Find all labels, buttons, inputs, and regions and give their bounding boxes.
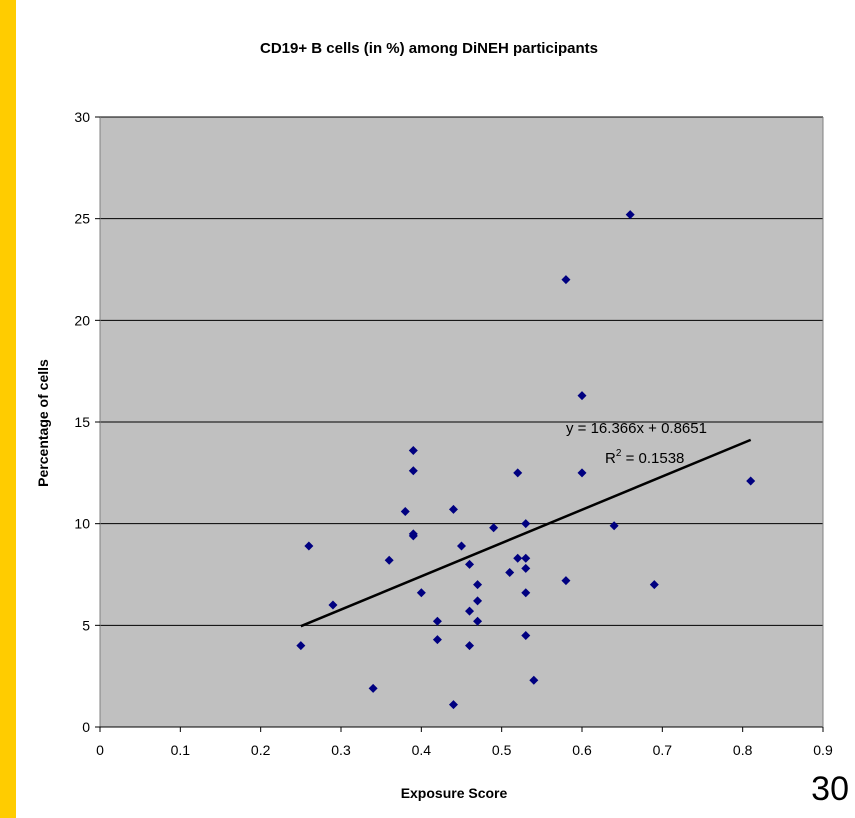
- chart-title: CD19+ B cells (in %) among DiNEH partici…: [260, 40, 598, 57]
- data-point: [513, 468, 523, 478]
- data-point: [448, 700, 458, 710]
- data-point: [649, 580, 659, 590]
- data-point: [489, 523, 499, 533]
- data-point: [473, 580, 483, 590]
- data-point: [521, 563, 531, 573]
- data-point: [473, 596, 483, 606]
- data-point: [561, 275, 571, 285]
- x-tick-label: 0.3: [331, 742, 351, 758]
- x-tick-label: 0.9: [813, 742, 833, 758]
- trendline-equation: y = 16.366x + 0.8651: [566, 420, 707, 437]
- y-tick-label: 30: [74, 109, 90, 125]
- data-point: [368, 683, 378, 693]
- x-tick-label: 0.1: [171, 742, 191, 758]
- data-point: [408, 466, 418, 476]
- data-point: [400, 506, 410, 516]
- x-tick-label: 0.8: [733, 742, 753, 758]
- x-tick-label: 0: [96, 742, 104, 758]
- data-point: [513, 553, 523, 563]
- data-point: [521, 519, 531, 529]
- data-point: [432, 635, 442, 645]
- data-point: [473, 616, 483, 626]
- data-point: [505, 567, 515, 577]
- y-axis-label: Percentage of cells: [35, 359, 51, 487]
- y-tick-label: 5: [82, 617, 90, 633]
- data-point: [577, 391, 587, 401]
- scatter-chart: CD19+ B cells (in %) among DiNEH partici…: [35, 40, 833, 801]
- data-point: [408, 531, 418, 541]
- chart-area: CD19+ B cells (in %) among DiNEH partici…: [16, 0, 855, 818]
- x-tick-label: 0.5: [492, 742, 512, 758]
- y-tick-label: 15: [74, 414, 90, 430]
- y-tick-label: 10: [74, 516, 90, 532]
- data-point: [529, 675, 539, 685]
- data-point: [577, 468, 587, 478]
- x-tick-label: 0.4: [412, 742, 432, 758]
- x-tick-label: 0.6: [572, 742, 592, 758]
- data-point: [625, 210, 635, 220]
- data-point: [521, 631, 531, 640]
- y-tick-label: 25: [74, 211, 90, 227]
- x-tick-label: 0.7: [653, 742, 673, 758]
- data-point: [457, 541, 466, 551]
- data-point: [465, 606, 475, 616]
- data-point: [328, 600, 338, 610]
- y-tick-label: 20: [74, 312, 90, 328]
- trendline-r-squared: R2 = 0.1538: [605, 448, 684, 467]
- slide-page-number: 30: [811, 770, 849, 808]
- slide-side-strip: [0, 0, 16, 818]
- data-point: [304, 541, 314, 551]
- data-point: [408, 445, 418, 455]
- data-point: [609, 521, 619, 531]
- data-point: [384, 555, 394, 565]
- data-point: [416, 588, 426, 598]
- data-point: [465, 559, 475, 569]
- y-tick-label: 0: [82, 719, 90, 735]
- data-point: [746, 476, 756, 486]
- data-point: [561, 576, 571, 586]
- data-point: [432, 616, 442, 626]
- x-tick-label: 0.2: [251, 742, 271, 758]
- x-axis-label: Exposure Score: [401, 785, 508, 801]
- data-point: [296, 641, 306, 651]
- data-point: [521, 553, 531, 563]
- data-point: [465, 641, 475, 651]
- data-point: [521, 588, 531, 598]
- data-point: [448, 504, 458, 514]
- trendline: [300, 438, 752, 628]
